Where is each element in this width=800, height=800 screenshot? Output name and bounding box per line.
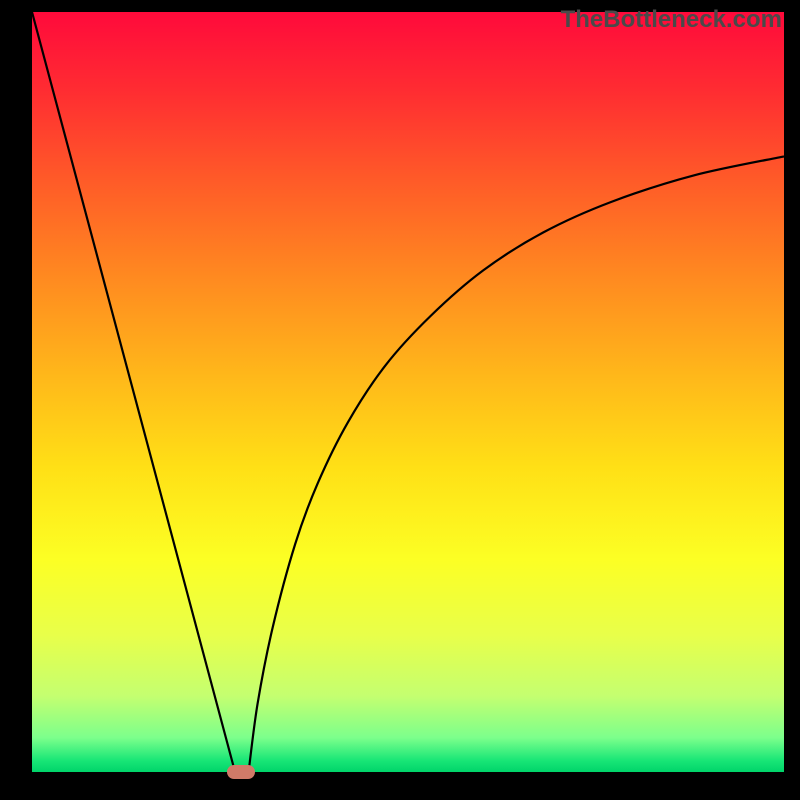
- bottleneck-curve: [32, 12, 784, 772]
- chart-container: TheBottleneck.com: [0, 0, 800, 800]
- plot-area: [32, 12, 784, 772]
- curve-right-branch: [249, 156, 784, 772]
- curve-left-branch: [32, 12, 235, 772]
- watermark-text: TheBottleneck.com: [561, 6, 782, 34]
- min-point-marker: [227, 765, 255, 779]
